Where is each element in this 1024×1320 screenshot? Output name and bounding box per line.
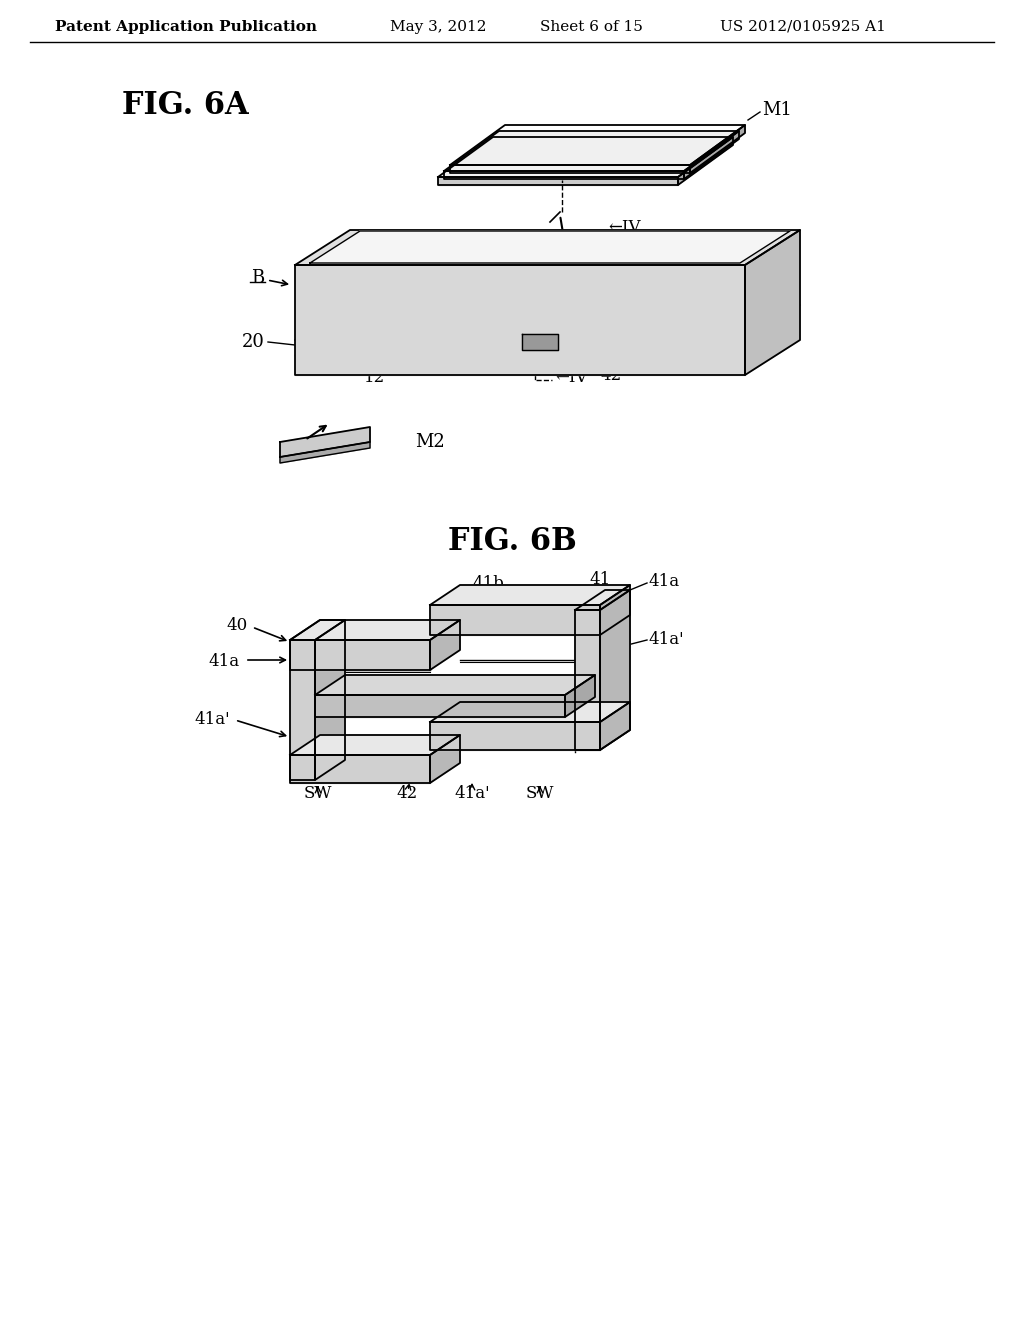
Polygon shape	[444, 172, 684, 180]
Polygon shape	[290, 735, 460, 755]
Polygon shape	[575, 610, 600, 750]
Polygon shape	[430, 605, 600, 635]
Polygon shape	[430, 735, 460, 783]
Polygon shape	[430, 585, 630, 605]
Polygon shape	[430, 702, 630, 722]
Polygon shape	[310, 231, 790, 263]
Text: 10: 10	[554, 253, 575, 271]
Polygon shape	[678, 137, 733, 185]
Text: 41a': 41a'	[195, 711, 230, 729]
Text: 42: 42	[396, 784, 418, 801]
Text: M2: M2	[415, 433, 444, 451]
Text: 111: 111	[763, 253, 798, 271]
Polygon shape	[565, 675, 595, 717]
Text: 21: 21	[763, 315, 785, 334]
Text: 43: 43	[590, 714, 611, 730]
Text: 41a: 41a	[209, 653, 240, 671]
Polygon shape	[444, 131, 739, 172]
Polygon shape	[522, 334, 558, 350]
Polygon shape	[450, 165, 690, 173]
Polygon shape	[600, 585, 630, 635]
Text: 41a: 41a	[648, 573, 679, 590]
Text: US 2012/0105925 A1: US 2012/0105925 A1	[720, 20, 886, 34]
Polygon shape	[690, 125, 745, 173]
Polygon shape	[600, 702, 630, 750]
Polygon shape	[295, 265, 745, 375]
Text: 11: 11	[334, 267, 355, 284]
Text: 41a': 41a'	[648, 631, 684, 648]
Polygon shape	[315, 620, 345, 780]
Text: SW: SW	[304, 784, 332, 801]
Polygon shape	[280, 426, 370, 457]
Text: 40: 40	[479, 256, 501, 273]
Text: 20: 20	[242, 333, 265, 351]
Polygon shape	[684, 131, 739, 180]
Polygon shape	[290, 620, 345, 640]
Polygon shape	[290, 640, 430, 671]
Polygon shape	[600, 590, 630, 750]
Text: 12: 12	[365, 368, 386, 385]
Text: 42: 42	[600, 367, 622, 384]
Polygon shape	[575, 590, 630, 610]
Text: B: B	[251, 269, 264, 286]
Text: 41: 41	[590, 572, 610, 589]
Polygon shape	[450, 125, 745, 165]
Polygon shape	[280, 442, 370, 463]
Polygon shape	[295, 230, 800, 265]
Text: ←IV: ←IV	[555, 368, 588, 385]
Polygon shape	[315, 696, 565, 717]
Polygon shape	[290, 640, 315, 780]
Polygon shape	[290, 755, 430, 783]
Text: 41b: 41b	[472, 574, 504, 591]
Text: Sheet 6 of 15: Sheet 6 of 15	[540, 20, 643, 34]
Text: FIG. 6B: FIG. 6B	[447, 527, 577, 557]
Text: Patent Application Publication: Patent Application Publication	[55, 20, 317, 34]
Text: SW: SW	[525, 784, 554, 801]
Polygon shape	[315, 675, 595, 696]
Polygon shape	[290, 620, 460, 640]
Polygon shape	[430, 722, 600, 750]
Polygon shape	[438, 177, 678, 185]
Text: 40: 40	[226, 616, 248, 634]
Polygon shape	[430, 620, 460, 671]
Text: M1: M1	[762, 102, 792, 119]
Text: 10a: 10a	[424, 281, 456, 298]
Text: May 3, 2012: May 3, 2012	[390, 20, 486, 34]
Text: FIG. 6A: FIG. 6A	[122, 90, 248, 120]
Polygon shape	[438, 137, 733, 177]
Polygon shape	[745, 230, 800, 375]
Text: ←IV: ←IV	[608, 219, 640, 235]
Text: 41a': 41a'	[455, 784, 489, 801]
